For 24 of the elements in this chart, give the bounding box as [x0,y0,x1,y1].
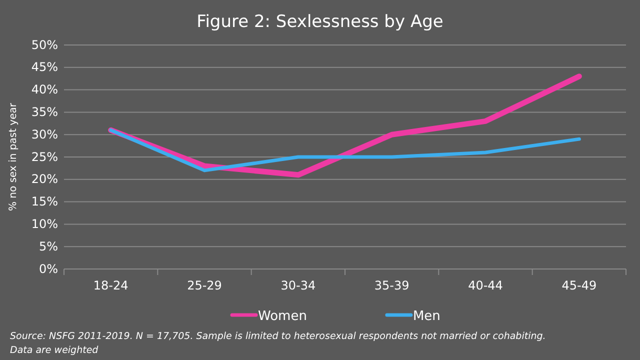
line-series [109,128,581,172]
x-tick-label: 35-39 [374,278,410,293]
legend-label: Men [412,309,440,324]
y-tick-label: 10% [31,217,58,232]
x-tick-label: 45-49 [562,278,597,293]
y-tick-label: 40% [31,82,58,97]
y-tick-label: 5% [38,239,58,254]
y-tick-label: 50% [31,38,58,52]
x-tick-label: 18-24 [93,278,128,293]
y-tick-label: 25% [31,150,58,164]
source-note: Source: NSFG 2011-2019. N = 17,705. Sample is limited to heterosexual respondents not married or cohabiting. [10,331,546,342]
text: Data are weighted [10,345,100,356]
y-tick-label: 20% [31,172,58,186]
legend-label: Women [258,309,307,324]
x-tick-label: 30-34 [280,278,316,293]
y-tick-label: 0% [38,262,58,276]
y-tick-label: 30% [31,127,58,142]
x-tick-label: 25-29 [187,278,222,293]
y-tick-label: 15% [31,194,58,209]
x-tick-label: 40-44 [468,278,503,293]
chart-title: Figure 2: Sexlessness by Age [196,12,444,32]
y-tick-label: 35% [31,105,58,120]
y-tick-label: 45% [31,60,58,74]
y-axis-title: % no sex in past year [8,102,19,211]
